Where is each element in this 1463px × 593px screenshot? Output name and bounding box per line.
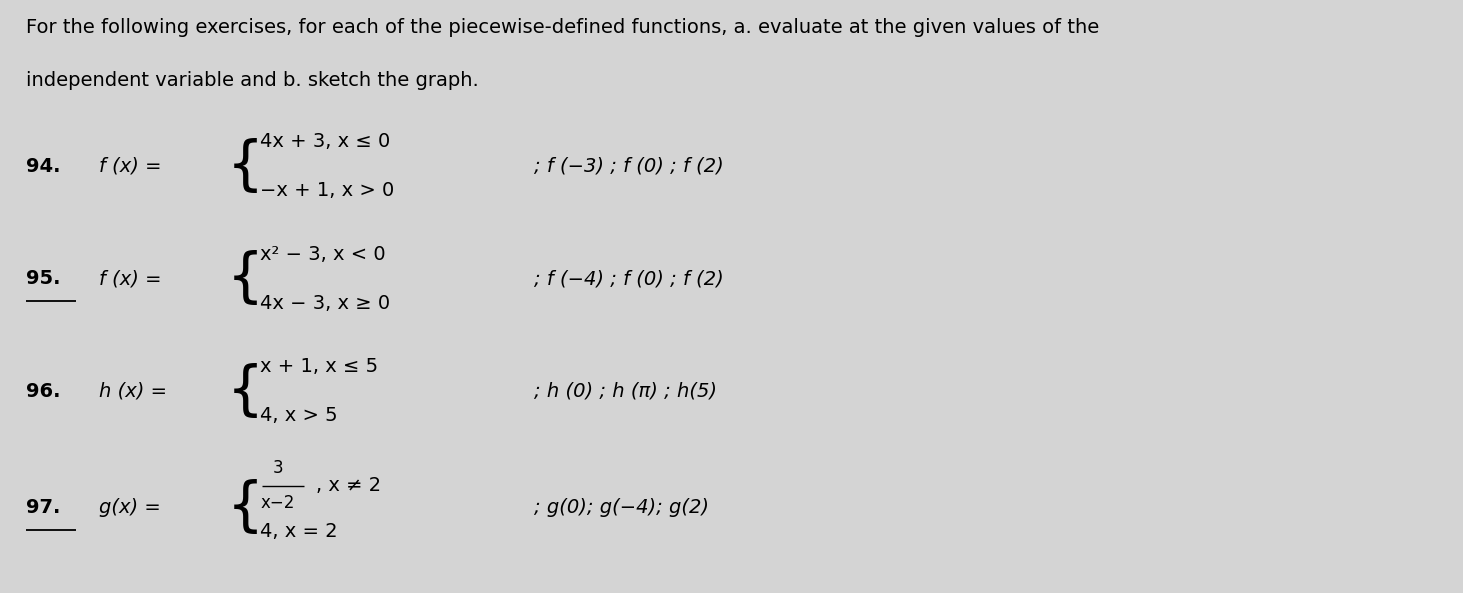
Text: x + 1, x ≤ 5: x + 1, x ≤ 5 bbox=[260, 358, 379, 377]
Text: 4x + 3, x ≤ 0: 4x + 3, x ≤ 0 bbox=[260, 132, 391, 151]
Text: {: { bbox=[227, 138, 263, 195]
Text: f (x) =: f (x) = bbox=[99, 269, 162, 288]
Text: x−2: x−2 bbox=[260, 495, 296, 512]
Text: 96.: 96. bbox=[26, 382, 61, 401]
Text: For the following exercises, for each of the piecewise-defined functions, a. eva: For the following exercises, for each of… bbox=[26, 18, 1100, 37]
Text: 97.: 97. bbox=[26, 498, 60, 517]
Text: independent variable and b. sketch the graph.: independent variable and b. sketch the g… bbox=[26, 71, 478, 90]
Text: ; f (−3) ; f (0) ; f (2): ; f (−3) ; f (0) ; f (2) bbox=[534, 157, 724, 176]
Text: f (x) =: f (x) = bbox=[99, 157, 162, 176]
Text: h (x) =: h (x) = bbox=[99, 382, 167, 401]
Text: g(x) =: g(x) = bbox=[99, 498, 161, 517]
Text: {: { bbox=[227, 479, 263, 535]
Text: 3: 3 bbox=[272, 459, 284, 477]
Text: 4x − 3, x ≥ 0: 4x − 3, x ≥ 0 bbox=[260, 294, 391, 313]
Text: x² − 3, x < 0: x² − 3, x < 0 bbox=[260, 245, 386, 264]
Text: {: { bbox=[227, 250, 263, 307]
Text: ; f (−4) ; f (0) ; f (2): ; f (−4) ; f (0) ; f (2) bbox=[534, 269, 724, 288]
Text: , x ≠ 2: , x ≠ 2 bbox=[316, 476, 382, 495]
Text: ; g(0); g(−4); g(2): ; g(0); g(−4); g(2) bbox=[534, 498, 710, 517]
Text: 95.: 95. bbox=[26, 269, 61, 288]
Text: 94.: 94. bbox=[26, 157, 61, 176]
Text: ; h (0) ; h (π) ; h(5): ; h (0) ; h (π) ; h(5) bbox=[534, 382, 717, 401]
Text: 4, x = 2: 4, x = 2 bbox=[260, 522, 338, 541]
Text: −x + 1, x > 0: −x + 1, x > 0 bbox=[260, 181, 395, 200]
Text: 4, x > 5: 4, x > 5 bbox=[260, 406, 338, 425]
Text: {: { bbox=[227, 363, 263, 420]
